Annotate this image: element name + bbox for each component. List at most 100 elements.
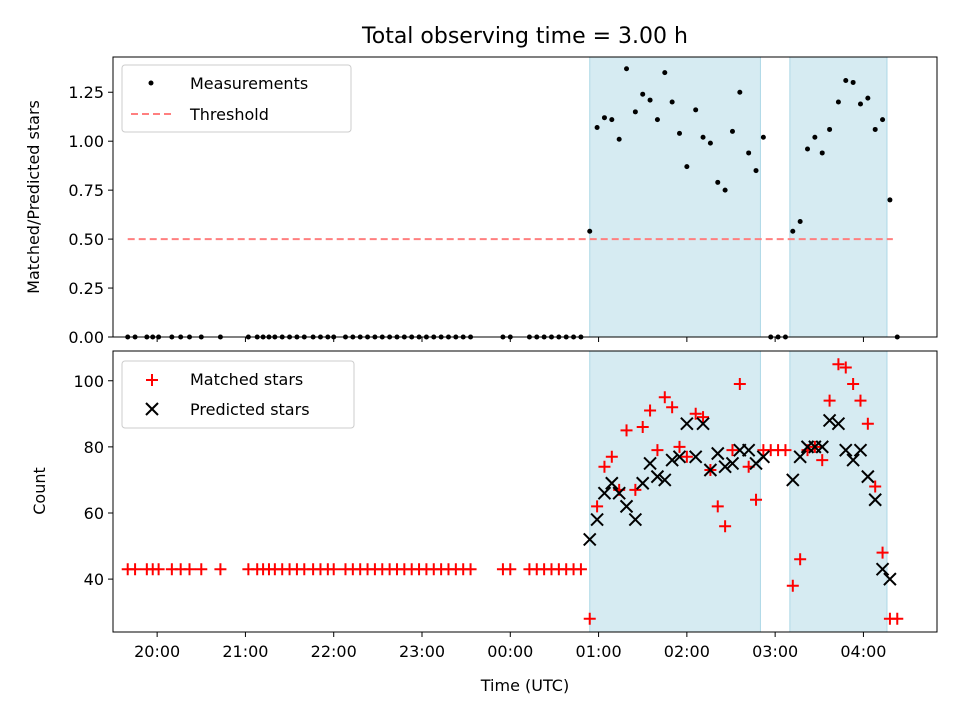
bottom-x-ticks: 20:00 21:00 22:00 23:00 00:00 01:00 02:00 03:00…: [134, 632, 886, 661]
matched-star-marker: [711, 500, 724, 513]
matched-star-marker: [464, 563, 477, 576]
measurement-point: [865, 95, 871, 101]
y-tick-label: 1.00: [68, 132, 104, 151]
matched-star-marker: [680, 450, 693, 463]
matched-star-marker: [689, 407, 702, 420]
predicted-star-marker: [741, 443, 756, 457]
measurement-point: [835, 99, 841, 105]
x-tick-label: 00:00: [487, 642, 533, 661]
predicted-star-marker: [628, 512, 643, 527]
matched-star-marker: [195, 563, 208, 576]
x-axis-label: Time (UTC): [480, 676, 569, 695]
predicted-star-marker: [696, 417, 710, 431]
x-tick-label: 21:00: [222, 642, 268, 661]
measurement-point: [760, 134, 766, 140]
predicted-star-marker: [839, 443, 853, 457]
x-tick-label: 02:00: [664, 642, 710, 661]
top-y-axis-label: Matched/Predicted stars: [24, 100, 43, 294]
top-panel: 0.00 0.25 0.50 0.75 1.00 1.25 Matched/Predict…: [24, 56, 938, 347]
predicted-star-marker: [590, 512, 604, 527]
matched-star-marker: [869, 480, 882, 493]
matched-star-marker: [861, 417, 874, 430]
measurement-point: [640, 91, 646, 97]
matched-star-marker: [591, 500, 604, 513]
predicted-star-marker: [883, 572, 897, 586]
matched-star-marker: [583, 612, 596, 625]
x-tick-label: 23:00: [399, 642, 445, 661]
matched-star-marker: [673, 440, 686, 453]
matched-star-marker: [574, 563, 587, 576]
measurement-point: [722, 187, 728, 193]
measurement-point: [654, 117, 660, 123]
matched-star-marker: [598, 460, 611, 473]
measurement-point: [601, 115, 607, 121]
matched-star-marker: [504, 563, 517, 576]
predicted-star-marker: [643, 456, 657, 471]
shaded-interval: [789, 56, 888, 338]
measurement-point: [632, 109, 638, 115]
predicted-star-marker: [793, 450, 807, 464]
matched-star-marker: [816, 454, 829, 467]
measurement-point: [729, 128, 735, 134]
matched-star-marker: [666, 401, 679, 414]
predicted-star-marker: [868, 493, 882, 507]
predicted-star-marker: [711, 446, 725, 461]
measurement-point: [587, 228, 593, 234]
top-legend: Measurements Threshold: [121, 64, 352, 133]
matched-star-marker: [794, 553, 807, 566]
measurement-point: [693, 107, 699, 113]
measurement-point: [707, 140, 713, 146]
measurement-point: [827, 126, 833, 132]
legend-label-measurements: Measurements: [190, 74, 308, 93]
predicted-star-marker: [680, 417, 694, 431]
measurement-point: [797, 218, 803, 224]
measurement-point: [753, 168, 759, 174]
y-tick-label: 100: [73, 372, 104, 391]
matched-star-marker: [854, 394, 867, 407]
matched-star-marker: [644, 404, 657, 417]
predicted-star-marker: [815, 440, 829, 454]
predicted-star-markers: [583, 413, 897, 586]
matched-star-marker: [152, 563, 165, 576]
shaded-interval: [589, 56, 761, 338]
y-tick-label: 80: [84, 438, 104, 457]
bottom-legend: Matched stars Predicted stars: [121, 360, 355, 429]
measurement-point: [850, 79, 856, 85]
measurement-point: [880, 117, 886, 123]
predicted-star-marker: [756, 450, 771, 464]
top-y-ticks: 0.00 0.25 0.50 0.75 1.00 1.25: [68, 83, 113, 347]
measurement-point: [594, 124, 600, 130]
legend-label-predicted: Predicted stars: [190, 400, 310, 419]
top-axes-frame: [112, 56, 938, 338]
measurement-point: [805, 146, 811, 152]
matched-star-marker: [726, 444, 739, 457]
measurement-point: [819, 150, 825, 156]
matched-star-marker: [779, 444, 792, 457]
legend-plus-icon: [146, 374, 158, 386]
matched-star-marker: [214, 563, 227, 576]
matched-star-marker: [183, 563, 196, 576]
bottom-axes-frame: [112, 350, 938, 633]
measurement-point: [684, 164, 690, 170]
legend-label-matched: Matched stars: [190, 370, 303, 389]
matched-star-marker: [786, 579, 799, 592]
predicted-star-marker: [583, 532, 597, 547]
measurement-point: [790, 228, 796, 234]
matched-star-marker: [876, 546, 889, 559]
measurement-point: [609, 117, 615, 123]
predicted-star-marker: [636, 476, 650, 490]
measurement-point: [677, 130, 682, 136]
measurement-point: [857, 101, 863, 107]
matched-star-marker: [636, 421, 649, 434]
matched-star-marker: [658, 391, 671, 404]
predicted-star-marker: [831, 417, 846, 431]
y-tick-label: 1.25: [68, 83, 104, 102]
measurement-point: [812, 134, 818, 140]
matched-star-marker: [891, 612, 904, 625]
matched-star-marker: [605, 450, 618, 463]
y-tick-label: 0.25: [68, 279, 104, 298]
measurement-point: [715, 179, 721, 185]
top-x-ticks: [156, 337, 864, 342]
predicted-star-marker: [612, 486, 626, 500]
measurement-point: [887, 197, 893, 203]
